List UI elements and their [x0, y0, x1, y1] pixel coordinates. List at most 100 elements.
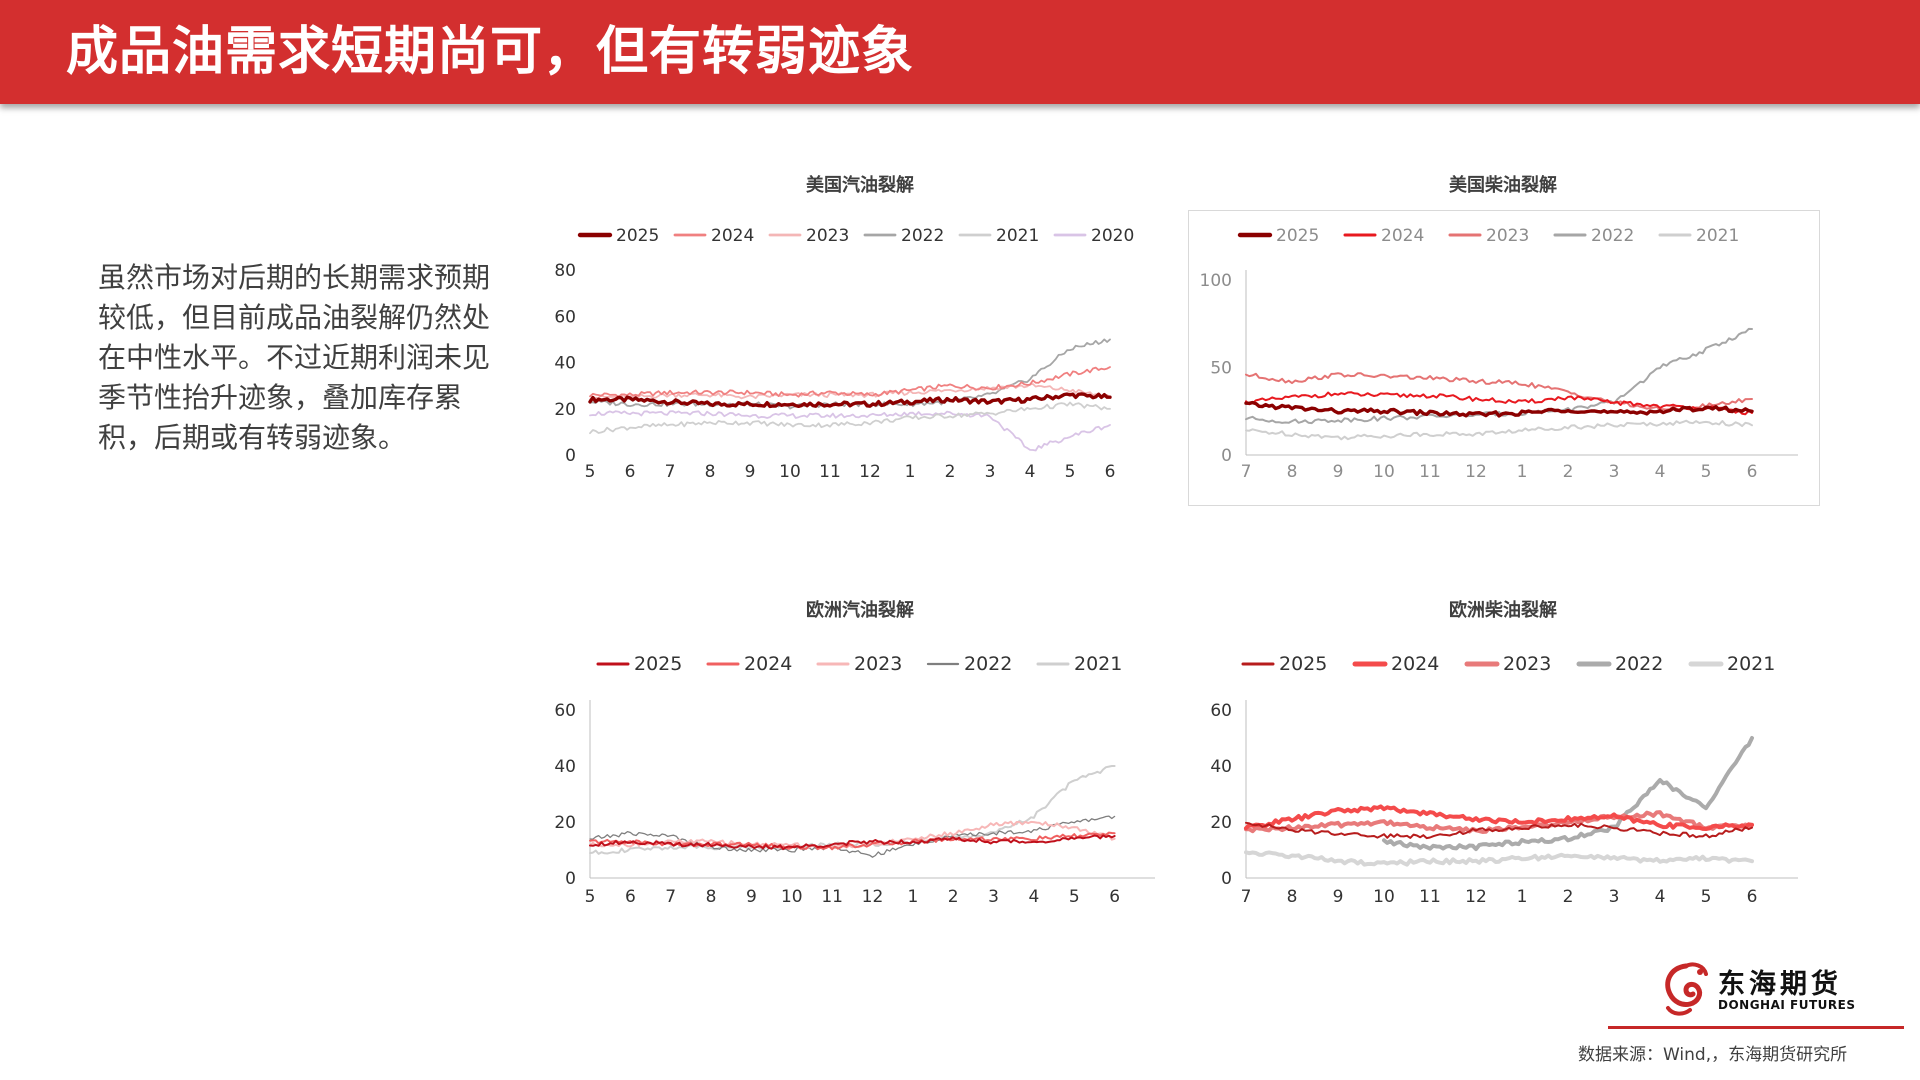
legend-label-2024: 2024	[744, 653, 792, 675]
series-line-2022	[1245, 327, 1753, 425]
x-tick-label: 8	[1287, 462, 1298, 482]
x-tick-label: 2	[948, 887, 959, 907]
legend-label-2021: 2021	[1696, 226, 1739, 246]
x-tick-label: 7	[1241, 462, 1252, 482]
y-tick-label: 0	[1221, 869, 1232, 889]
x-tick-label: 5	[1069, 887, 1080, 907]
y-tick-label: 40	[554, 354, 576, 374]
x-tick-label: 9	[1333, 887, 1344, 907]
x-tick-label: 5	[1065, 462, 1076, 482]
x-tick-label: 10	[779, 462, 801, 482]
chart-eu-gasoline: 欧洲汽油裂解 2025 2024 2023 2022 2021 0 20 40 60 5 6 7 8 9 10…	[550, 590, 1170, 930]
y-tick-label: 60	[1210, 701, 1232, 721]
x-tick-label: 2	[1563, 462, 1574, 482]
chart-us-gasoline: 美国汽油裂解 2025 2024 2023 2022 2021 2020 0 20 40 60 80 5…	[550, 165, 1170, 500]
brand-name-en: DONGHAI FUTURES	[1718, 998, 1856, 1012]
y-tick-label: 0	[1221, 446, 1232, 466]
x-tick-label: 10	[781, 887, 803, 907]
x-tick-label: 5	[585, 887, 596, 907]
chart-us-diesel-area: 美国柴油裂解 2025 2024 2023 2022 2021 0 50 100 7 8 9 10 11 1…	[1188, 165, 1818, 500]
series-line-2024	[1244, 804, 1754, 831]
y-tick-label: 50	[1210, 359, 1232, 379]
source-note: 数据来源：Wind,，东海期货研究所	[1578, 1045, 1848, 1065]
chart-eu-diesel: 欧洲柴油裂解 2025 2024 2023 2022 2021 0 20 40 60 7 8 9 10 11…	[1188, 590, 1818, 930]
legend-label-2022: 2022	[1591, 226, 1634, 246]
x-tick-label: 11	[819, 462, 841, 482]
series-line-2025	[589, 834, 1116, 851]
x-tick-label: 7	[665, 887, 676, 907]
chart-us-gasoline-svg: 美国汽油裂解 2025 2024 2023 2022 2021 2020 0 20 40 60 80 5…	[554, 174, 1134, 482]
chart-eu-gasoline-svg: 欧洲汽油裂解 2025 2024 2023 2022 2021 0 20 40 60 5 6 7 8 9 10…	[554, 599, 1155, 907]
chart-title: 欧洲汽油裂解	[806, 599, 914, 621]
legend-label-2021: 2021	[996, 226, 1039, 246]
series-line-2023	[1245, 372, 1753, 412]
x-tick-label: 6	[1109, 887, 1120, 907]
x-tick-label: 10	[1373, 887, 1395, 907]
series-line-2021	[1244, 850, 1754, 867]
y-tick-label: 60	[554, 701, 576, 721]
series-line-2023	[1244, 810, 1754, 834]
x-tick-label: 1	[1517, 462, 1528, 482]
chart-title: 美国汽油裂解	[806, 174, 914, 196]
x-tick-label: 1	[1517, 887, 1528, 907]
dragon-logo-icon	[1665, 962, 1708, 1016]
x-tick-label: 4	[1029, 887, 1040, 907]
x-tick-label: 10	[1373, 462, 1395, 482]
legend-label-2023: 2023	[854, 653, 902, 675]
x-tick-label: 1	[905, 462, 916, 482]
brand-block: 东海期货 DONGHAI FUTURES	[1660, 960, 1860, 1020]
x-tick-label: 11	[821, 887, 843, 907]
x-tick-label: 3	[985, 462, 996, 482]
brand-name-cn: 东海期货	[1718, 969, 1842, 1000]
chart-us-diesel	[1188, 210, 1820, 506]
x-tick-label: 11	[1419, 887, 1441, 907]
brand-divider	[1608, 1026, 1904, 1029]
x-tick-label: 9	[745, 462, 756, 482]
y-tick-label: 100	[1200, 271, 1232, 291]
page-title: 成品油需求短期尚可，但有转弱迹象	[66, 22, 915, 82]
legend-label-2023: 2023	[806, 226, 849, 246]
legend-label-2021: 2021	[1074, 653, 1122, 675]
x-tick-label: 4	[1655, 462, 1666, 482]
series-line-2022	[1382, 736, 1754, 852]
x-tick-label: 2	[1563, 887, 1574, 907]
x-tick-label: 8	[705, 462, 716, 482]
series-line-2021	[1245, 419, 1753, 441]
legend-label-2023: 2023	[1486, 226, 1529, 246]
x-tick-label: 6	[1747, 887, 1758, 907]
legend-label-2025: 2025	[1276, 226, 1319, 246]
x-tick-label: 3	[1609, 462, 1620, 482]
summary-text: 虽然市场对后期的长期需求预期较低，但目前成品油裂解仍然处在中性水平。不过近期利润…	[98, 261, 491, 454]
x-tick-label: 12	[862, 887, 884, 907]
x-tick-label: 12	[1465, 887, 1487, 907]
x-tick-label: 3	[1609, 887, 1620, 907]
x-tick-label: 6	[1747, 462, 1758, 482]
legend-label-2025: 2025	[634, 653, 682, 675]
series-line-2022	[589, 815, 1116, 858]
x-tick-label: 4	[1655, 887, 1666, 907]
x-tick-label: 7	[1241, 887, 1252, 907]
chart-title: 美国柴油裂解	[1449, 174, 1557, 196]
legend-label-2025: 2025	[1279, 653, 1327, 675]
header-bar: 成品油需求短期尚可，但有转弱迹象	[0, 0, 1920, 104]
y-tick-label: 0	[565, 869, 576, 889]
legend-label-2022: 2022	[1615, 653, 1663, 675]
x-tick-label: 5	[1701, 462, 1712, 482]
legend-label-2020: 2020	[1091, 226, 1134, 246]
y-tick-label: 40	[1210, 757, 1232, 777]
x-tick-label: 8	[1287, 887, 1298, 907]
legend-label-2021: 2021	[1727, 653, 1775, 675]
legend-label-2024: 2024	[1381, 226, 1424, 246]
chart-title: 欧洲柴油裂解	[1449, 599, 1557, 621]
series-line-2024	[589, 366, 1111, 398]
legend-label-2022: 2022	[901, 226, 944, 246]
legend-label-2024: 2024	[1391, 653, 1439, 675]
y-tick-label: 20	[554, 813, 576, 833]
legend-label-2022: 2022	[964, 653, 1012, 675]
y-tick-label: 60	[554, 307, 576, 327]
legend-label-2024: 2024	[711, 226, 754, 246]
y-tick-label: 20	[554, 400, 576, 420]
x-tick-label: 4	[1025, 462, 1036, 482]
x-tick-label: 8	[706, 887, 717, 907]
